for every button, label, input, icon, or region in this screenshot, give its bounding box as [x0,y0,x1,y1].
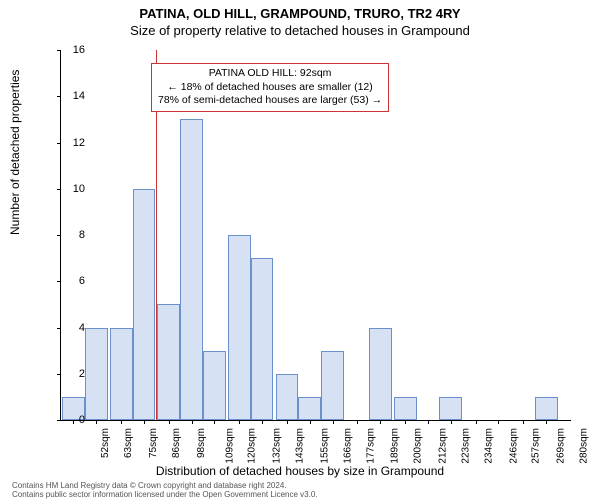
xtick-label: 63sqm [123,428,134,458]
histogram-bar [133,189,156,420]
ytick-label: 4 [45,322,85,334]
xtick-mark [287,420,288,424]
xtick-label: 177sqm [365,428,376,464]
xtick-label: 75sqm [148,428,159,458]
ytick-label: 14 [45,90,85,102]
histogram-chart: PATINA, OLD HILL, GRAMPOUND, TRURO, TR2 … [0,0,600,500]
ytick-label: 8 [45,229,85,241]
histogram-bar [251,258,274,420]
xtick-label: 98sqm [196,428,207,458]
xtick-mark [476,420,477,424]
xtick-mark [405,420,406,424]
xtick-mark [333,420,334,424]
xtick-mark [192,420,193,424]
chart-title: PATINA, OLD HILL, GRAMPOUND, TRURO, TR2 … [0,0,600,21]
xtick-mark [498,420,499,424]
histogram-bar [228,235,251,420]
xtick-mark [121,420,122,424]
ytick-label: 6 [45,275,85,287]
xtick-label: 120sqm [247,428,258,464]
xtick-mark [357,420,358,424]
xtick-mark [451,420,452,424]
xtick-mark [523,420,524,424]
xtick-label: 200sqm [413,428,424,464]
x-axis-label: Distribution of detached houses by size … [0,464,600,478]
xtick-label: 212sqm [438,428,449,464]
xtick-label: 189sqm [390,428,401,464]
xtick-label: 269sqm [556,428,567,464]
annotation-line: ← 18% of detached houses are smaller (12… [158,81,382,95]
xtick-label: 223sqm [461,428,472,464]
xtick-label: 234sqm [483,428,494,464]
ytick-label: 12 [45,137,85,149]
xtick-mark [239,420,240,424]
plot-area: 52sqm63sqm75sqm86sqm98sqm109sqm120sqm132… [60,50,571,421]
xtick-label: 280sqm [579,428,590,464]
histogram-bar [180,119,203,420]
xtick-mark [310,420,311,424]
xtick-mark [262,420,263,424]
xtick-mark [546,420,547,424]
chart-subtitle: Size of property relative to detached ho… [0,21,600,38]
xtick-label: 86sqm [171,428,182,458]
annotation-line: PATINA OLD HILL: 92sqm [158,67,382,81]
histogram-bar [369,328,392,421]
xtick-mark [144,420,145,424]
histogram-bar [321,351,344,420]
xtick-label: 52sqm [100,428,111,458]
ytick-label: 0 [45,414,85,426]
histogram-bar [394,397,417,420]
histogram-bar [298,397,321,420]
histogram-bar [439,397,462,420]
ytick-label: 2 [45,368,85,380]
histogram-bar [110,328,133,421]
histogram-bar [203,351,226,420]
histogram-bar [85,328,108,421]
footer-copyright: Contains HM Land Registry data © Crown c… [12,481,287,490]
histogram-bar [157,304,180,420]
xtick-mark [428,420,429,424]
y-axis-label: Number of detached properties [8,70,22,235]
xtick-label: 143sqm [295,428,306,464]
annotation-box: PATINA OLD HILL: 92sqm← 18% of detached … [151,63,389,112]
annotation-line: 78% of semi-detached houses are larger (… [158,94,382,108]
ytick-label: 10 [45,183,85,195]
xtick-label: 132sqm [272,428,283,464]
xtick-mark [96,420,97,424]
ytick-label: 16 [45,44,85,56]
xtick-label: 246sqm [508,428,519,464]
xtick-mark [380,420,381,424]
xtick-label: 109sqm [224,428,235,464]
histogram-bar [276,374,299,420]
footer-licence: Contains public sector information licen… [12,490,318,499]
xtick-mark [214,420,215,424]
histogram-bar [535,397,558,420]
xtick-label: 155sqm [320,428,331,464]
xtick-label: 257sqm [531,428,542,464]
xtick-mark [169,420,170,424]
xtick-label: 166sqm [342,428,353,464]
